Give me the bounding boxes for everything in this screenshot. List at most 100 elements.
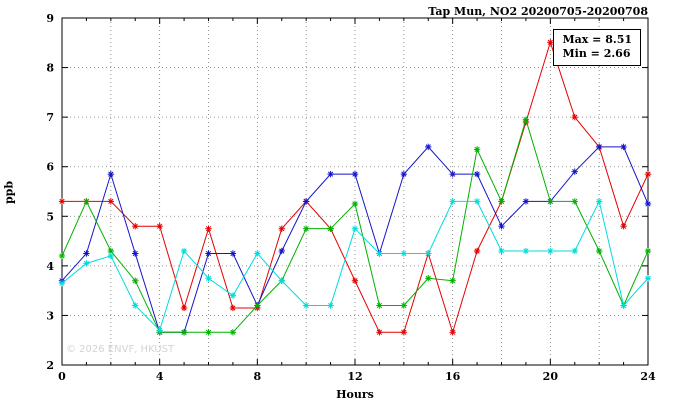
marker-green [303, 226, 309, 232]
y-tick-label: 5 [46, 210, 54, 223]
marker-green [645, 248, 651, 254]
y-tick-label: 6 [46, 161, 54, 174]
marker-red [157, 223, 163, 229]
marker-cyan [596, 198, 602, 205]
marker-cyan [230, 292, 236, 299]
marker-blue [327, 171, 334, 177]
marker-cyan [474, 198, 480, 205]
marker-green [572, 198, 578, 205]
marker-blue [352, 171, 358, 177]
max-value-label: Max = 8.51 [562, 33, 632, 46]
marker-cyan [523, 248, 529, 254]
marker-green [230, 329, 236, 335]
x-axis-label: Hours [336, 388, 374, 401]
y-axis-label: ppb [2, 180, 16, 205]
marker-blue [523, 198, 529, 205]
marker-blue [230, 250, 236, 257]
marker-cyan [645, 275, 651, 281]
marker-cyan [181, 248, 187, 254]
marker-cyan [547, 248, 553, 254]
marker-green [327, 226, 334, 232]
marker-green [401, 302, 407, 309]
x-tick-label: 20 [543, 370, 559, 383]
x-tick-label: 4 [156, 370, 164, 383]
marker-green [181, 329, 187, 335]
marker-blue [425, 144, 431, 150]
marker-red [279, 226, 285, 232]
marker-blue [83, 250, 90, 257]
min-value-label: Min = 2.66 [562, 47, 631, 60]
marker-blue [474, 171, 480, 177]
chart-title: Tap Mun, NO2 20200705-20200708 [428, 5, 648, 18]
marker-cyan [425, 250, 431, 257]
marker-cyan [108, 253, 114, 259]
x-tick-label: 12 [347, 370, 362, 383]
marker-green [59, 253, 65, 259]
marker-cyan [401, 250, 407, 257]
marker-green [376, 302, 383, 309]
marker-green [523, 117, 529, 123]
marker-cyan [376, 250, 383, 257]
y-tick-label: 2 [46, 359, 54, 372]
y-tick-label: 7 [46, 111, 54, 124]
marker-cyan [303, 302, 309, 309]
y-tick-label: 8 [46, 62, 54, 75]
y-tick-label: 9 [46, 12, 54, 25]
marker-green [132, 278, 138, 284]
marker-red [230, 305, 236, 311]
marker-cyan [205, 275, 212, 281]
marker-blue [108, 171, 114, 177]
marker-red [645, 171, 651, 177]
marker-green [547, 198, 553, 205]
marker-blue [401, 171, 407, 177]
marker-green [425, 275, 431, 281]
marker-cyan [83, 260, 90, 266]
marker-red [181, 305, 187, 311]
marker-blue [450, 171, 456, 177]
marker-red [205, 226, 212, 232]
marker-cyan [59, 280, 65, 286]
marker-green [83, 198, 90, 205]
marker-blue [279, 248, 285, 254]
marker-red [620, 223, 627, 229]
max-min-annotation: Max = 8.51 Min = 2.66 [553, 29, 641, 66]
marker-green [254, 302, 260, 309]
marker-blue [596, 144, 602, 150]
marker-cyan [327, 302, 334, 309]
marker-red [572, 114, 578, 120]
marker-red [352, 278, 358, 284]
marker-blue [303, 198, 309, 205]
marker-red [59, 198, 65, 205]
marker-blue [620, 144, 627, 150]
marker-red [108, 198, 114, 205]
marker-cyan [279, 278, 285, 284]
marker-blue [132, 250, 138, 257]
x-tick-label: 16 [445, 370, 461, 383]
marker-cyan [157, 327, 163, 333]
marker-red [132, 223, 138, 229]
marker-green [205, 329, 212, 335]
marker-cyan [498, 248, 505, 254]
x-tick-label: 24 [640, 370, 656, 383]
marker-green [450, 278, 456, 284]
marker-green [352, 201, 358, 207]
marker-red [474, 248, 480, 254]
watermark-text: © 2026 ENVF, HKUST [66, 344, 175, 355]
x-tick-label: 0 [58, 370, 66, 383]
marker-cyan [572, 248, 578, 254]
series-line-red [62, 40, 649, 334]
marker-red [401, 329, 407, 335]
marker-red [450, 329, 456, 335]
marker-blue [572, 169, 578, 175]
marker-blue [205, 250, 212, 257]
marker-cyan [450, 198, 456, 205]
x-tick-label: 8 [254, 370, 262, 383]
y-tick-label: 3 [46, 309, 54, 322]
marker-cyan [620, 302, 627, 309]
marker-green [108, 248, 114, 254]
marker-cyan [132, 302, 138, 309]
marker-green [498, 198, 505, 205]
marker-cyan [254, 250, 260, 257]
